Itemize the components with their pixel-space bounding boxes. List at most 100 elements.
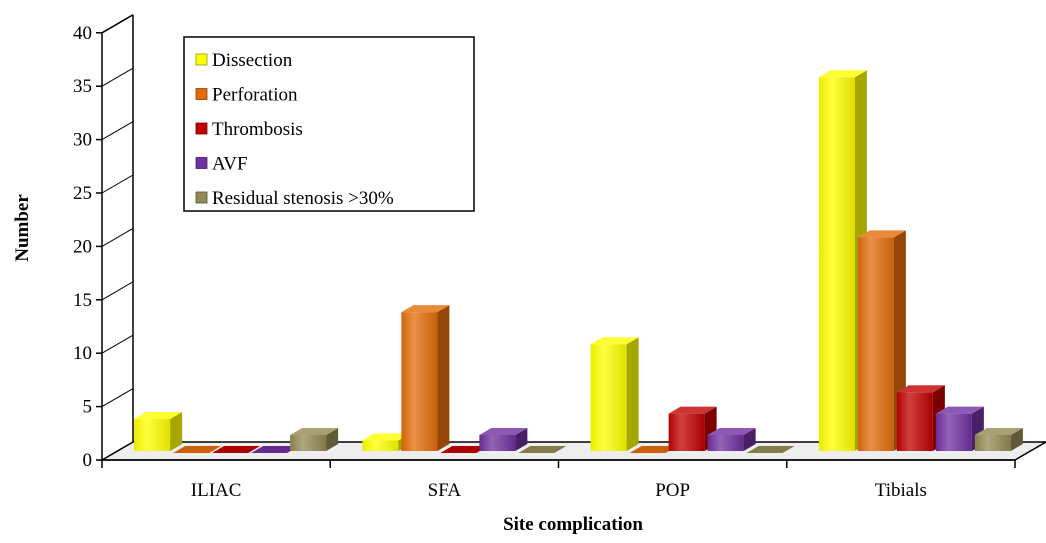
bar-top-face	[362, 433, 411, 441]
bar	[707, 427, 756, 451]
bar-top-face	[134, 411, 183, 419]
bar-top-face	[935, 406, 984, 414]
bar-front-face	[401, 312, 438, 451]
bar-front-face	[290, 434, 327, 451]
bar	[401, 305, 450, 451]
bar-top-face	[818, 70, 867, 78]
bar	[518, 446, 567, 453]
y-tick-label: 20	[73, 236, 92, 257]
bar	[290, 427, 339, 451]
bar-zero-sliver	[251, 446, 300, 453]
bar-zero-sliver	[629, 446, 678, 453]
legend-swatch	[195, 88, 208, 100]
y-tick-label: 15	[73, 290, 92, 311]
legend-label: Residual stenosis >30%	[212, 188, 394, 209]
bar-front-face	[134, 418, 171, 451]
bar	[974, 427, 1023, 451]
legend-item: Residual stenosis >30%	[195, 188, 394, 209]
bar-top-face	[401, 305, 450, 313]
x-category-label: POP	[655, 480, 690, 501]
x-category-label: ILIAC	[191, 480, 242, 501]
bar	[629, 446, 678, 453]
bar-zero-sliver	[518, 446, 567, 453]
bar-zero-sliver	[440, 446, 489, 453]
y-tick-label: 25	[73, 183, 92, 204]
bar	[212, 446, 261, 453]
bar-top-face	[857, 230, 906, 238]
bar-zero-sliver	[173, 446, 222, 453]
x-category-label: SFA	[428, 480, 462, 501]
y-axis-title: Number	[12, 194, 33, 262]
bar-front-face	[857, 237, 894, 451]
legend-item: Dissection	[195, 50, 293, 71]
bar-front-face	[896, 392, 933, 451]
legend-swatch	[195, 191, 208, 204]
legend-label: Perforation	[212, 85, 298, 106]
bar	[590, 337, 639, 451]
bar-front-face	[362, 440, 399, 451]
bar-top-face	[707, 427, 756, 435]
y-tick-depth-line	[101, 441, 134, 461]
y-tick-label: 30	[73, 130, 92, 151]
bar	[479, 427, 528, 451]
bar-top-face	[290, 427, 339, 435]
y-tick-depth-line	[101, 14, 134, 34]
y-tick-depth-line	[101, 227, 134, 247]
y-tick-label: 5	[83, 397, 93, 418]
bar-side-face	[326, 427, 339, 451]
bar	[173, 446, 222, 453]
x-category-label: Tibials	[875, 480, 927, 501]
legend-item: AVF	[195, 154, 248, 175]
bar-top-face	[896, 385, 945, 393]
bar-zero-sliver	[746, 446, 795, 453]
y-tick-depth-line	[101, 174, 134, 194]
bar-front-face	[974, 434, 1011, 451]
bar-top-face	[668, 406, 717, 414]
y-tick-depth-line	[101, 334, 134, 354]
y-tick-depth-line	[101, 121, 134, 141]
bar-side-face	[170, 411, 183, 451]
bar-side-face	[437, 305, 450, 451]
bar-front-face	[818, 77, 855, 451]
y-tick-depth-line	[101, 388, 134, 408]
legend: Dissection Perforation Thrombosis AVF Residu…	[183, 36, 475, 212]
legend-box	[183, 36, 475, 212]
bar	[440, 446, 489, 453]
bar	[134, 411, 183, 451]
legend-swatch	[195, 122, 208, 135]
bar-side-face	[626, 337, 639, 451]
legend-swatch	[195, 53, 208, 66]
bar-top-face	[479, 427, 528, 435]
legend-label: Dissection	[212, 50, 293, 71]
bar-front-face	[590, 344, 627, 451]
y-tick-label: 10	[73, 343, 92, 364]
legend-label: Thrombosis	[212, 119, 303, 140]
legend-item: Perforation	[195, 85, 298, 106]
y-tick-depth-line	[101, 67, 134, 87]
bar-front-face	[707, 434, 744, 451]
legend-swatch	[195, 157, 208, 169]
bar-side-face	[515, 427, 528, 451]
bar-front-face	[668, 413, 705, 451]
y-tick-depth-line	[101, 281, 134, 301]
bar-front-face	[935, 413, 972, 451]
x-axis-title: Site complication	[503, 514, 643, 535]
y-tick-label: 40	[73, 23, 92, 44]
y-tick-label: 35	[73, 76, 92, 97]
bar	[251, 446, 300, 453]
bar-front-face	[479, 434, 516, 451]
y-tick-label: 0	[83, 450, 93, 471]
bar	[746, 446, 795, 453]
legend-item: Thrombosis	[195, 119, 303, 140]
legend-label: AVF	[212, 154, 248, 175]
bar-side-face	[743, 427, 756, 451]
bar-series	[134, 70, 1023, 453]
bar-top-face	[974, 427, 1023, 435]
x-axis: ILIAC SFA POP Tibials	[101, 459, 1016, 501]
y-axis: 0 5 10 15 20 25 30 35 40	[73, 14, 134, 471]
bar-side-face	[1010, 427, 1023, 451]
bar-zero-sliver	[212, 446, 261, 453]
bar-top-face	[590, 337, 639, 345]
